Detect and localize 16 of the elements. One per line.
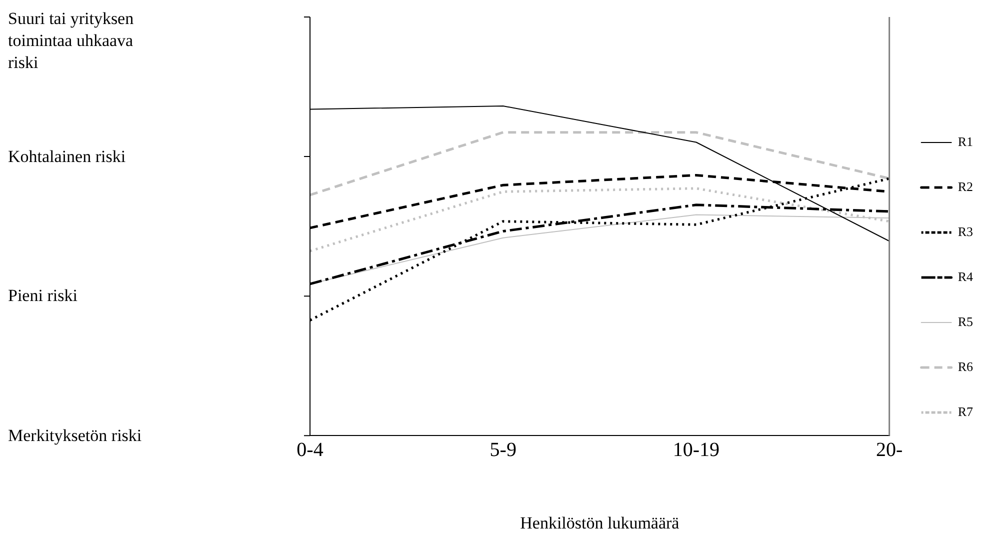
text: Pieni riski: [8, 285, 78, 308]
legend-label: R5: [958, 314, 973, 329]
legend-label: R3: [958, 224, 973, 239]
legend-label: R7: [958, 404, 974, 419]
x-axis-title: Henkilöstön lukumäärä: [520, 513, 680, 532]
text: Kohtalainen riski: [8, 146, 127, 168]
legend-label: R6: [958, 358, 974, 374]
legend-label: R4: [958, 268, 974, 284]
x-tick-label: 20-: [876, 438, 903, 461]
text: Suuri tai yrityksen toimintaa uhkaava riski: [8, 8, 135, 74]
legend-label: R1: [958, 134, 973, 149]
text: Merkityksetön riski: [8, 424, 143, 447]
x-tick-label: 5-9: [490, 438, 516, 461]
x-tick-label: 10-19: [672, 438, 720, 461]
legend-label: R2: [958, 178, 973, 194]
x-tick-label: 0-4: [296, 438, 324, 461]
